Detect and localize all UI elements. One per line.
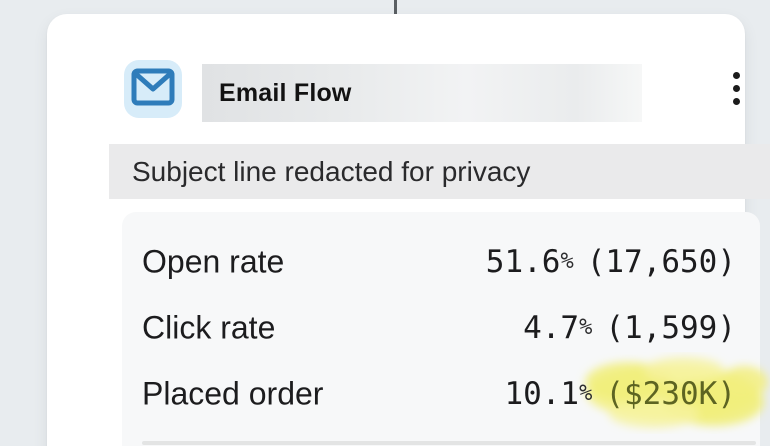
rate-value: 4.7 [523,310,580,346]
stat-value: 51.6% (17,650) [486,244,736,280]
count-value-highlighted: ($230K) [605,376,736,412]
stats-divider [142,441,756,445]
count-value: (1,599) [605,310,736,346]
card-title-bar: Email Flow [202,64,642,122]
stats-panel: Open rate 51.6% (17,650) Click rate 4.7% (… [122,212,768,446]
stat-label: Placed order [142,375,324,412]
percent-sign: % [560,249,574,274]
stat-row-placed-order: Placed order 10.1% ($230K) [122,372,760,416]
stat-value: 4.7% (1,599) [523,310,736,346]
kebab-menu-icon [732,97,740,105]
stat-row-click-rate: Click rate 4.7% (1,599) [122,306,760,350]
email-icon [131,68,175,111]
kebab-menu-icon [732,84,740,92]
stat-value: 10.1% ($230K) [504,376,736,412]
kebab-menu-icon [732,71,740,79]
subject-line-bar: Subject line redacted for privacy [109,144,770,199]
card-options-button[interactable] [715,62,757,114]
subject-line-text: Subject line redacted for privacy [132,155,531,187]
stat-label: Open rate [142,243,285,280]
email-icon-container [124,60,182,118]
card-title: Email Flow [219,78,352,107]
stat-label: Click rate [142,309,276,346]
rate-value: 51.6 [485,244,561,280]
count-value: (17,650) [586,244,736,280]
percent-sign: % [579,381,593,406]
flow-connector-line [394,0,397,15]
rate-value: 10.1 [504,376,580,412]
percent-sign: % [579,315,593,340]
email-flow-card[interactable]: Email Flow Subject line redacted for pri… [47,14,770,446]
stat-row-open-rate: Open rate 51.6% (17,650) [122,240,760,284]
